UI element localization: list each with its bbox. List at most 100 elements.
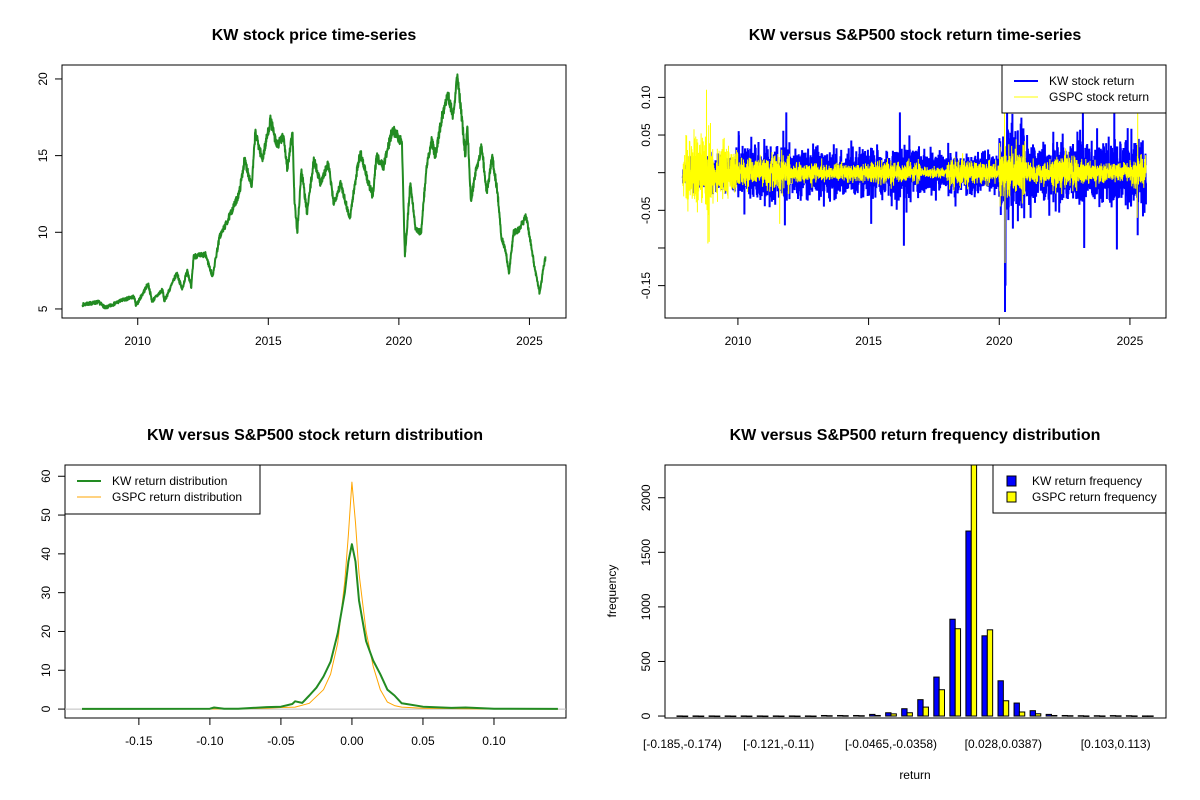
x-tick-label: -0.05 bbox=[267, 734, 295, 748]
x-tick-label: -0.15 bbox=[125, 734, 153, 748]
y-tick-label: 1000 bbox=[639, 593, 653, 620]
gspc-frequency-bar bbox=[986, 629, 994, 717]
kw-frequency-bar bbox=[885, 712, 892, 717]
kw-frequency-bar bbox=[837, 714, 844, 717]
legend-label: KW return frequency bbox=[1032, 474, 1142, 488]
gspc-frequency-bar bbox=[810, 715, 817, 718]
gspc-frequency-bar bbox=[794, 715, 801, 718]
legend-label: KW return distribution bbox=[112, 474, 227, 488]
legend-label: GSPC return frequency bbox=[1032, 490, 1157, 504]
return-chart: 0.10 0.05 -0.05 -0.15 2010 2015 2020 2025 KW sto… bbox=[639, 64, 1167, 348]
y-tick-label: -0.15 bbox=[639, 272, 653, 300]
y-tick-label: 10 bbox=[36, 225, 50, 239]
x-tick-label: [-0.121,-0.11) bbox=[743, 737, 814, 751]
x-tick-label: [0.103,0.113) bbox=[1081, 737, 1151, 751]
gspc-frequency-bar bbox=[1147, 715, 1154, 717]
gspc-frequency-bar bbox=[858, 715, 865, 717]
kw-frequency-bar bbox=[949, 618, 956, 717]
kw-frequency-bar bbox=[1077, 715, 1085, 717]
kw-frequency-bar bbox=[853, 714, 860, 717]
gspc-frequency-bar bbox=[1018, 711, 1026, 717]
gspc-frequency-bar bbox=[697, 715, 705, 718]
gspc-frequency-bar bbox=[1002, 700, 1010, 717]
x-tick-label: 2010 bbox=[725, 334, 752, 348]
density-chart-title: KW versus S&P500 stock return distributi… bbox=[147, 427, 483, 444]
kw-frequency-bar bbox=[820, 714, 828, 717]
x-tick-label: [0.028,0.0387) bbox=[965, 737, 1042, 751]
y-tick-label: 0.05 bbox=[639, 123, 653, 147]
y-tick-label: 60 bbox=[39, 469, 53, 483]
gspc-frequency-bar bbox=[890, 713, 897, 717]
gspc-frequency-bar bbox=[713, 715, 721, 718]
gspc-frequency-bar bbox=[922, 706, 929, 717]
y-tick-label: 20 bbox=[39, 624, 53, 638]
kw-frequency-bar bbox=[756, 715, 764, 717]
gspc-frequency-bar bbox=[970, 464, 978, 717]
kw-frequency-bar bbox=[788, 715, 796, 717]
histogram-x-axis-label: return bbox=[899, 768, 930, 782]
gspc-frequency-bar bbox=[762, 715, 769, 718]
histogram-chart-title: KW versus S&P500 return frequency distri… bbox=[730, 427, 1101, 444]
y-tick-label: 1500 bbox=[639, 539, 653, 566]
gspc-frequency-bar bbox=[874, 714, 881, 717]
y-tick-label: 0 bbox=[39, 705, 53, 712]
gspc-frequency-bar bbox=[1067, 715, 1074, 717]
kw-frequency-bar bbox=[901, 708, 908, 717]
legend-box bbox=[64, 464, 261, 515]
kw-frequency-bar bbox=[933, 676, 940, 717]
kw-frequency-bar bbox=[708, 715, 715, 717]
legend-fill-swatch bbox=[1006, 491, 1017, 503]
x-tick-label: 2020 bbox=[386, 334, 413, 348]
y-tick-label: 40 bbox=[39, 547, 53, 561]
x-tick-label: 0.00 bbox=[340, 734, 364, 748]
gspc-frequency-bar bbox=[826, 715, 833, 717]
legend-label: GSPC return distribution bbox=[112, 490, 242, 504]
kw-frequency-bar bbox=[1029, 710, 1036, 717]
legend-fill-swatch bbox=[1006, 475, 1017, 487]
kw-frequency-bar bbox=[1125, 715, 1133, 717]
gspc-frequency-bar bbox=[938, 689, 946, 717]
kw-frequency-bar bbox=[1141, 715, 1149, 717]
x-tick-label: [-0.0465,-0.0358) bbox=[845, 737, 937, 751]
gspc-frequency-bar bbox=[681, 715, 689, 718]
kw-frequency-bar bbox=[724, 715, 732, 717]
gspc-frequency-bar bbox=[954, 628, 962, 717]
kw-frequency-bar bbox=[1045, 713, 1053, 717]
price-chart-title: KW stock price time-series bbox=[212, 27, 417, 44]
density-chart: 0 10 20 30 40 50 60 -0.15 -0.10 -0.05 0.00 0.05 0.10… bbox=[39, 464, 567, 748]
histogram-chart: 0 500 1000 1500 2000 [-0.185,-0.174) [-0.121,-… bbox=[639, 464, 1167, 751]
y-tick-label: 10 bbox=[39, 663, 53, 677]
x-tick-label: 2020 bbox=[986, 334, 1013, 348]
gspc-frequency-bar bbox=[1131, 715, 1138, 717]
kw-frequency-bar bbox=[804, 715, 812, 717]
gspc-frequency-bar bbox=[1083, 715, 1090, 717]
gspc-frequency-bar bbox=[1051, 714, 1058, 717]
gspc-return-line bbox=[682, 89, 1147, 264]
y-tick-label: -0.05 bbox=[639, 196, 653, 224]
legend-label: KW stock return bbox=[1049, 74, 1134, 88]
y-tick-label: 2000 bbox=[639, 484, 653, 511]
gspc-frequency-bar bbox=[1115, 715, 1122, 717]
kw-frequency-bar bbox=[1109, 715, 1117, 717]
price-chart: 5 10 15 20 2010 2015 2020 2025 bbox=[36, 64, 567, 348]
y-tick-label: 0 bbox=[639, 712, 653, 719]
x-tick-label: -0.10 bbox=[196, 734, 224, 748]
kw-frequency-bar bbox=[740, 715, 748, 717]
x-tick-label: 2010 bbox=[124, 334, 151, 348]
x-tick-label: [-0.185,-0.174) bbox=[643, 737, 722, 751]
return-chart-title: KW versus S&P500 stock return time-serie… bbox=[749, 27, 1082, 44]
y-tick-label: 30 bbox=[39, 586, 53, 600]
kw-frequency-bar bbox=[965, 530, 972, 717]
x-tick-label: 2015 bbox=[255, 334, 282, 348]
gspc-frequency-bar bbox=[1099, 715, 1106, 717]
y-tick-label: 500 bbox=[639, 651, 653, 671]
legend-label: GSPC stock return bbox=[1049, 90, 1149, 104]
kw-frequency-bar bbox=[917, 699, 924, 717]
y-tick-label: 5 bbox=[36, 305, 50, 312]
kw-density-line bbox=[81, 543, 558, 710]
kw-frequency-bar bbox=[692, 715, 699, 717]
kw-frequency-bar bbox=[997, 680, 1004, 717]
histogram-y-axis-label: frequency bbox=[605, 565, 619, 618]
gspc-frequency-bar bbox=[778, 715, 785, 718]
